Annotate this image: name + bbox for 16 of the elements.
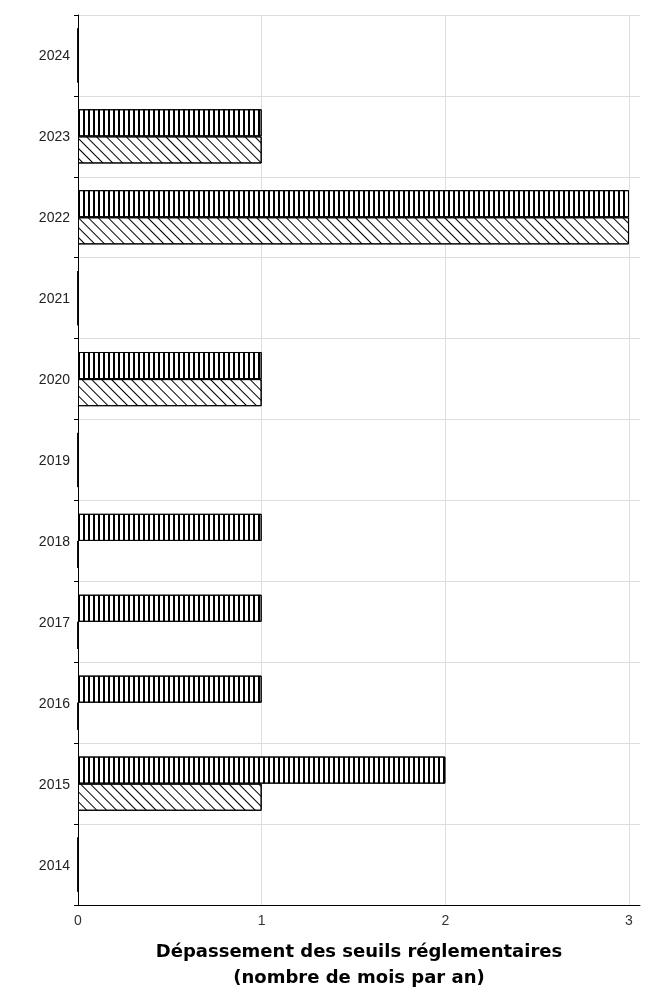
x-tick-label: 2 bbox=[441, 912, 450, 928]
y-tick-label: 2019 bbox=[38, 452, 71, 468]
x-tick-label: 1 bbox=[257, 912, 266, 928]
y-tick-label: 2014 bbox=[38, 856, 71, 873]
y-tick-label: 2015 bbox=[38, 775, 71, 792]
x-tick-label: 3 bbox=[625, 912, 634, 928]
y-tick-label: 2022 bbox=[38, 209, 71, 226]
x-axis-title: Dépassement des seuils réglementaires (nombre de mois par an) bbox=[155, 939, 563, 987]
y-tick-label: 2024 bbox=[38, 47, 71, 64]
y-tick-label: 2018 bbox=[38, 532, 71, 549]
x-tick-label: 0 bbox=[74, 912, 83, 928]
y-tick-label: 2021 bbox=[38, 290, 71, 307]
y-tick-label: 2023 bbox=[38, 128, 71, 145]
y-tick-label: 2016 bbox=[38, 694, 71, 711]
y-tick-label: 2017 bbox=[38, 613, 71, 630]
y-tick-label: 2020 bbox=[38, 371, 71, 388]
